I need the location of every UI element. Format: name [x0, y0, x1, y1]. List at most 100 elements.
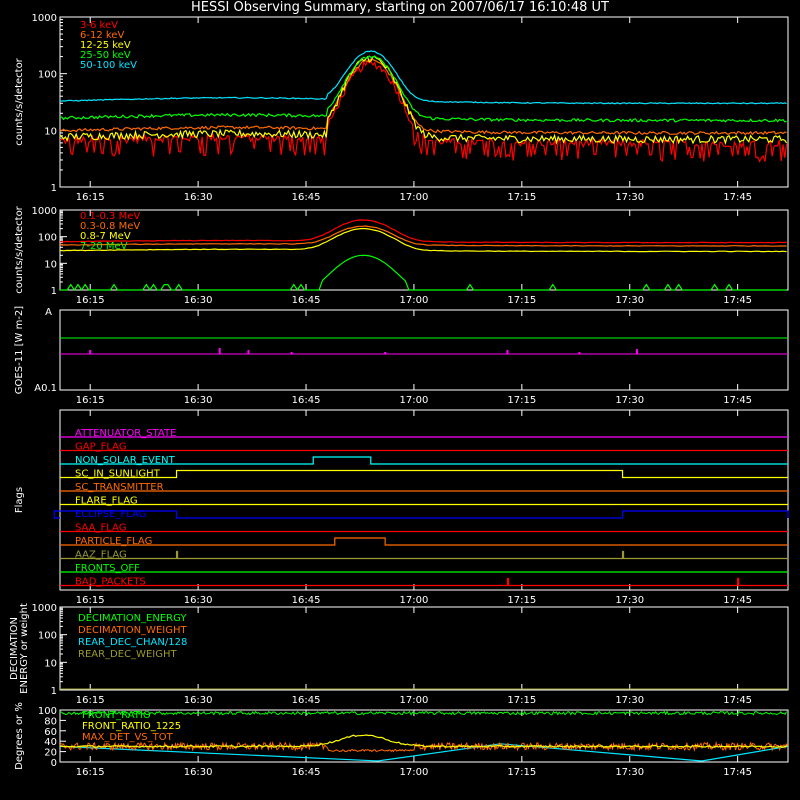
y-axis-label: ENERGY or weight	[19, 603, 30, 694]
y-tick-label: 1000	[32, 206, 57, 217]
x-tick-label: 17:45	[723, 767, 752, 778]
flag-label: FRONTS_OFF	[75, 563, 140, 574]
y-tick-label: 100	[38, 233, 57, 244]
y-tick-label: 10	[44, 126, 57, 137]
x-tick-label: 16:15	[76, 192, 105, 203]
series-line-3	[59, 55, 788, 146]
legend-entry: 3-6 keV	[80, 20, 118, 31]
x-tick-label: 16:30	[184, 595, 213, 606]
series-line-1	[59, 219, 787, 244]
x-tick-label: 17:30	[615, 395, 644, 406]
y-tick-label: 1	[51, 183, 57, 194]
y-tick-label: 100	[38, 706, 57, 717]
series-line-2	[59, 225, 787, 247]
y-tick-label: A	[45, 307, 52, 318]
x-tick-label: 16:15	[76, 395, 105, 406]
panel-frame	[59, 16, 789, 188]
x-tick-label: 17:15	[507, 595, 536, 606]
x-tick-label: 17:30	[615, 767, 644, 778]
flag-label: SC_TRANSMITTER	[75, 482, 164, 493]
x-tick-label: 16:45	[292, 295, 321, 306]
panel-frame	[59, 409, 789, 591]
y-axis-label: counts/s/detector	[14, 205, 25, 293]
y-tick-label: 100	[38, 70, 57, 81]
x-tick-label: 16:45	[292, 595, 321, 606]
series-line-3	[59, 227, 787, 253]
legend-entry: DECIMATION_WEIGHT	[78, 625, 187, 636]
series-line-1	[59, 60, 788, 163]
legend-entry: 6-12 keV	[80, 30, 124, 41]
flag-label: BAD_PACKETS	[75, 577, 146, 588]
series-line-4	[59, 55, 787, 123]
x-tick-label: 17:00	[400, 595, 429, 606]
x-tick-label: 16:45	[292, 192, 321, 203]
x-tick-label: 16:15	[76, 695, 105, 706]
x-tick-label: 17:45	[723, 695, 752, 706]
x-tick-label: 17:00	[400, 192, 429, 203]
series-line-1	[59, 710, 788, 716]
panel-frame	[59, 709, 789, 763]
panel-1: 16:15 16:30 16:45 17:00 17:15 17:30 17:45 count…	[14, 13, 789, 203]
y-tick-label: 100	[38, 631, 57, 642]
flag-label: AAZ_FLAG	[75, 550, 127, 561]
legend-entry: 0.8-7 MeV	[80, 231, 131, 242]
flag-label: NON_SOLAR_EVENT	[75, 455, 176, 466]
series-line-5	[59, 50, 787, 105]
y-tick-label: 1	[51, 686, 57, 697]
flag-line	[60, 537, 788, 546]
legend-entry: 7-20 MeV	[80, 241, 128, 252]
series-line-2	[59, 58, 787, 136]
legend-entry: 25-50 keV	[80, 50, 131, 61]
y-tick-label: 20	[44, 748, 57, 759]
y-tick-label: 60	[44, 727, 57, 738]
y-tick-label: 0	[51, 758, 57, 769]
x-tick-label: 16:45	[292, 767, 321, 778]
flag-line	[60, 577, 788, 587]
x-tick-label: 17:00	[400, 395, 429, 406]
flag-label: SAA_FLAG	[75, 523, 126, 534]
page-title: HESSI Observing Summary, starting on 200…	[191, 0, 609, 15]
flag-label: GAP_FLAG	[75, 442, 127, 453]
x-tick-label: 17:30	[615, 595, 644, 606]
x-tick-label: 17:15	[507, 395, 536, 406]
x-tick-label: 16:30	[184, 192, 213, 203]
flag-label: PARTICLE_FLAG	[75, 536, 152, 547]
flag-line	[60, 550, 788, 560]
y-axis-label: Degrees or %	[14, 702, 25, 770]
flag-label: SC_IN_SUNLIGHT	[75, 469, 161, 480]
x-tick-label: 16:15	[76, 767, 105, 778]
legend-entry: DECIMATION_ENERGY	[78, 613, 187, 624]
x-tick-label: 17:15	[507, 695, 536, 706]
x-tick-label: 17:00	[400, 695, 429, 706]
y-axis-label: DECIMATION	[9, 617, 20, 680]
x-tick-label: 16:15	[76, 295, 105, 306]
panel-4: 16:15 16:30 16:45 17:00 17:15 17:30 17:45 Flags…	[14, 409, 789, 606]
legend-entry: 0.3-0.8 MeV	[80, 221, 140, 232]
x-tick-label: 16:30	[184, 695, 213, 706]
y-tick-label: 10	[44, 259, 57, 270]
legend-entry: FRONT_RATIO	[82, 710, 151, 721]
x-tick-label: 17:15	[507, 295, 536, 306]
legend-entry: MAX_DET_VS_TOT	[82, 732, 174, 743]
y-axis-label: counts/s/detector	[14, 57, 25, 145]
flag-label: ECLIPSE_FLAG	[75, 509, 146, 520]
panel-3: 16:15 16:30 16:45 17:00 17:15 17:30 17:45 GOES-…	[14, 306, 789, 406]
panel-frame	[59, 606, 789, 691]
y-tick-label: 1000	[32, 13, 57, 24]
x-tick-label: 17:15	[507, 192, 536, 203]
series-line-2	[59, 734, 788, 748]
x-tick-label: 17:45	[723, 595, 752, 606]
x-tick-label: 16:30	[184, 395, 213, 406]
legend-entry: FRONT_RATIO_1225	[82, 721, 181, 732]
legend-entry: REAR_DEC_WEIGHT	[78, 649, 177, 660]
series-line-4	[59, 743, 789, 762]
flag-line	[60, 456, 788, 465]
y-axis-label: Flags	[14, 487, 25, 513]
x-tick-label: 17:15	[507, 767, 536, 778]
flag-label: ATTENUATOR_STATE	[75, 428, 176, 439]
x-tick-label: 16:30	[184, 767, 213, 778]
x-tick-label: 17:30	[615, 295, 644, 306]
legend-entry: REAR_DEC_CHAN/128	[78, 637, 187, 648]
x-tick-label: 16:30	[184, 295, 213, 306]
